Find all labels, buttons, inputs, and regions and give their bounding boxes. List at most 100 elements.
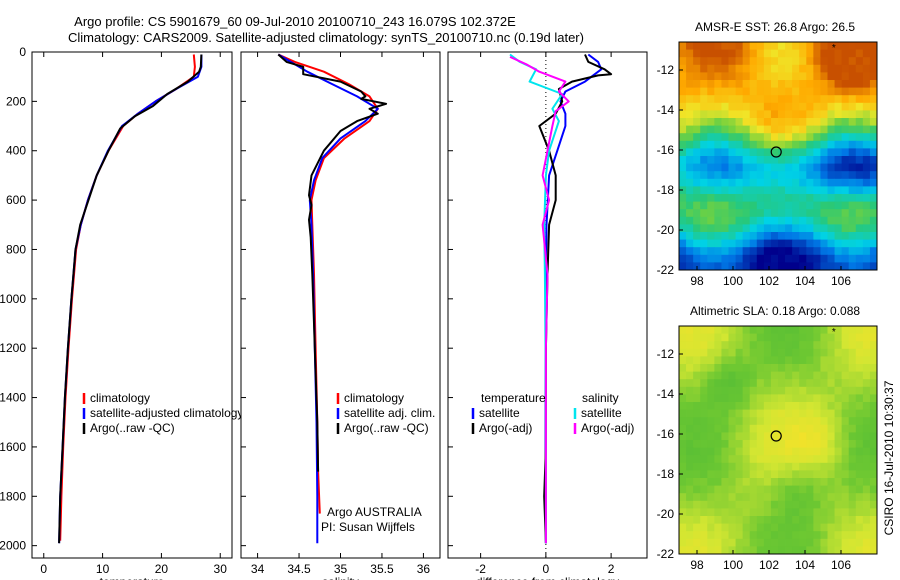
- map-cell: [862, 447, 871, 456]
- map-cell: [679, 110, 687, 119]
- map-cell: [792, 95, 800, 104]
- map-cell: [785, 186, 793, 195]
- map-cell: [735, 500, 744, 509]
- map-cell: [792, 523, 800, 532]
- map-cell: [862, 95, 871, 104]
- map-cell: [792, 133, 800, 142]
- map-cell: [756, 247, 765, 256]
- map-frame: [678, 41, 878, 271]
- map-cell: [707, 49, 715, 58]
- map-cell: [749, 523, 758, 532]
- map-cell: [778, 247, 786, 256]
- map-cell: [763, 148, 772, 157]
- map-cell: [827, 163, 835, 172]
- map-cell: [827, 118, 835, 126]
- map-cell: [827, 364, 835, 372]
- map-cell: [707, 447, 715, 456]
- map-cell: [714, 440, 722, 448]
- map-cell: [735, 163, 744, 172]
- map-cell: [820, 110, 828, 119]
- map-cell: [735, 72, 744, 81]
- map-cell: [728, 194, 736, 202]
- x-axis-label: salinity: [322, 575, 359, 580]
- map-cell: [869, 87, 878, 96]
- map-cell: [792, 49, 800, 58]
- map-cell: [742, 247, 751, 256]
- map-cell: [869, 95, 878, 104]
- map-cell: [700, 485, 708, 494]
- map-cell: [721, 447, 729, 456]
- map-cell: [834, 125, 843, 134]
- x-axis-label: difference from climatology: [476, 575, 619, 580]
- map-cell: [749, 209, 758, 218]
- map-cell: [827, 87, 835, 96]
- map-cell: [778, 239, 786, 248]
- map-cell: [686, 254, 694, 263]
- map-cell: [763, 125, 772, 134]
- map-cell: [686, 80, 694, 88]
- map-cell: [813, 247, 821, 256]
- map-cell: [756, 156, 765, 164]
- map-cell: [707, 254, 715, 263]
- map-cell: [686, 178, 694, 187]
- map-cell: [714, 42, 722, 50]
- map-cell: [855, 186, 864, 195]
- map-cell: [700, 148, 708, 157]
- map-cell: [686, 201, 694, 210]
- x-tick-label: 0: [543, 562, 550, 576]
- map-cell: [813, 42, 821, 50]
- map-cell: [834, 371, 843, 380]
- map-cell: [855, 87, 864, 96]
- map-cell: [714, 125, 722, 134]
- map-cell: [742, 424, 751, 433]
- map-cell: [714, 356, 722, 365]
- map-cell: [792, 371, 800, 380]
- map-cell: [778, 254, 786, 263]
- map-cell: [869, 140, 878, 149]
- map-cell: [813, 140, 821, 149]
- map-cell: [869, 500, 878, 509]
- map-cell: [869, 424, 878, 433]
- map-cell: [862, 80, 871, 88]
- map-cell: [806, 417, 814, 426]
- map-cell: [848, 102, 857, 111]
- map-cell: [855, 538, 864, 547]
- map-cell: [728, 148, 736, 157]
- map-cell: [728, 402, 736, 410]
- map-cell: [813, 341, 821, 350]
- map-cell: [679, 485, 687, 494]
- temperature-panel: 0 10 20 30020040060080010001200140016001800…: [0, 45, 243, 580]
- map-cell: [700, 333, 708, 342]
- map-cell: [756, 485, 765, 494]
- map-cell: [763, 140, 772, 149]
- legend-label: Argo(-adj): [581, 421, 634, 435]
- map-cell: [792, 508, 800, 517]
- map-cell: [841, 531, 850, 540]
- map-cell: [855, 523, 864, 532]
- map-cell: [820, 140, 828, 149]
- map-cell: [869, 409, 878, 418]
- map-cell: [693, 64, 701, 73]
- map-cell: [855, 178, 864, 187]
- map-cell: [763, 186, 772, 195]
- map-cell: [806, 95, 814, 104]
- map-cell: [763, 102, 772, 111]
- map-cell: [855, 216, 864, 225]
- map-cell: [841, 546, 850, 555]
- map-cell: [770, 386, 779, 395]
- map-cell: [728, 341, 736, 350]
- map-cell: [700, 224, 708, 233]
- map-cell: [714, 402, 722, 410]
- map-cell: [806, 110, 814, 119]
- map-cell: [686, 186, 694, 195]
- title-line-1: Argo profile: CS 5901679_60 09-Jul-2010 …: [74, 14, 516, 29]
- map-cell: [679, 201, 687, 210]
- map-cell: [770, 110, 779, 119]
- map-cell: [785, 462, 793, 471]
- map-cell: [778, 201, 786, 210]
- map-cell: [763, 538, 772, 547]
- map-cell: [848, 156, 857, 164]
- map-cell: [721, 478, 729, 486]
- map-cell: [841, 232, 850, 240]
- map-cell: [834, 333, 843, 342]
